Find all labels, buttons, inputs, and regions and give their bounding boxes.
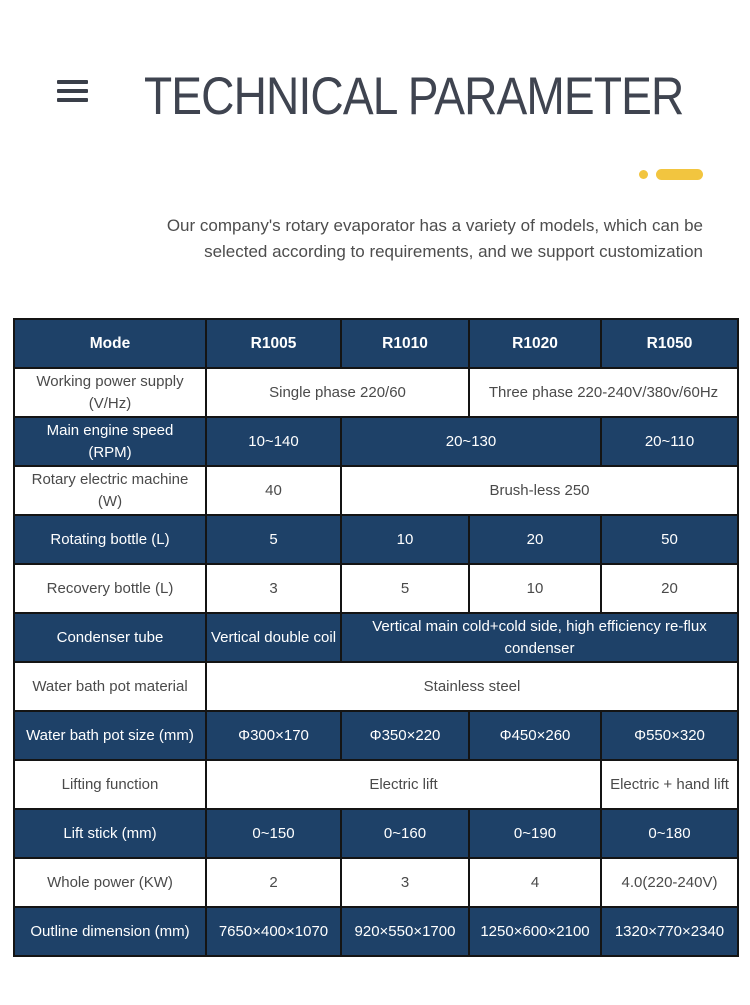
hamburger-bar xyxy=(57,89,88,93)
row-label: Rotary electric machine (W) xyxy=(13,465,207,516)
yellow-dot-accent xyxy=(639,170,648,179)
table-row: Whole power (KW) 2 3 4 4.0(220-240V) xyxy=(13,857,739,908)
subtitle: Our company's rotary evaporator has a va… xyxy=(63,213,703,265)
row-label: Lifting function xyxy=(13,759,207,810)
table-row: Rotating bottle (L) 5 10 20 50 xyxy=(13,514,739,565)
value-cell: 5 xyxy=(340,563,470,614)
value-cell: 1250×600×2100 xyxy=(468,906,602,957)
value-cell: 20 xyxy=(600,563,739,614)
row-label: Rotating bottle (L) xyxy=(13,514,207,565)
value-cell: 20~130 xyxy=(340,416,602,467)
value-cell: Single phase 220/60 xyxy=(205,367,470,418)
value-cell: 10 xyxy=(468,563,602,614)
table-row: Lifting function Electric lift Electric + … xyxy=(13,759,739,810)
value-cell: 40 xyxy=(205,465,342,516)
hamburger-bar xyxy=(57,80,88,84)
hamburger-bar xyxy=(57,98,88,102)
value-cell: 20~110 xyxy=(600,416,739,467)
table-row: Rotary electric machine (W) 40 Brush-less … xyxy=(13,465,739,516)
value-cell: 10~140 xyxy=(205,416,342,467)
hamburger-icon xyxy=(57,80,88,102)
column-header-r1010: R1010 xyxy=(340,318,470,369)
row-label: Working power supply (V/Hz) xyxy=(13,367,207,418)
value-cell: Electric + hand lift xyxy=(600,759,739,810)
value-cell: Brush-less 250 xyxy=(340,465,739,516)
value-cell: Φ300×170 xyxy=(205,710,342,761)
column-header-r1005: R1005 xyxy=(205,318,342,369)
subtitle-line: selected according to requirements, and … xyxy=(204,242,703,261)
value-cell: 4 xyxy=(468,857,602,908)
row-label: Water bath pot material xyxy=(13,661,207,712)
value-cell: 1320×770×2340 xyxy=(600,906,739,957)
value-cell: 10 xyxy=(340,514,470,565)
value-cell: Electric lift xyxy=(205,759,602,810)
column-header-r1020: R1020 xyxy=(468,318,602,369)
yellow-bar-accent xyxy=(656,169,703,180)
value-cell: Three phase 220-240V/380v/60Hz xyxy=(468,367,739,418)
value-cell: 7650×400×1070 xyxy=(205,906,342,957)
table-row: Working power supply (V/Hz) Single phase … xyxy=(13,367,739,418)
value-cell: 0~190 xyxy=(468,808,602,859)
row-label: Whole power (KW) xyxy=(13,857,207,908)
value-cell: 0~160 xyxy=(340,808,470,859)
row-label: Condenser tube xyxy=(13,612,207,663)
value-cell: 3 xyxy=(340,857,470,908)
row-label: Water bath pot size (mm) xyxy=(13,710,207,761)
table-row: Lift stick (mm) 0~150 0~160 0~190 0~180 xyxy=(13,808,739,859)
table-row: Recovery bottle (L) 3 5 10 20 xyxy=(13,563,739,614)
row-label: Lift stick (mm) xyxy=(13,808,207,859)
value-cell: 920×550×1700 xyxy=(340,906,470,957)
value-cell: 0~180 xyxy=(600,808,739,859)
table-row: Outline dimension (mm) 7650×400×1070 920×5… xyxy=(13,906,739,957)
value-cell: 0~150 xyxy=(205,808,342,859)
value-cell: 50 xyxy=(600,514,739,565)
value-cell: Stainless steel xyxy=(205,661,739,712)
value-cell: 5 xyxy=(205,514,342,565)
row-label: Recovery bottle (L) xyxy=(13,563,207,614)
row-label: Main engine speed (RPM) xyxy=(13,416,207,467)
table-row: Water bath pot size (mm) Φ300×170 Φ350×220… xyxy=(13,710,739,761)
value-cell: Φ350×220 xyxy=(340,710,470,761)
value-cell: Φ450×260 xyxy=(468,710,602,761)
value-cell: 20 xyxy=(468,514,602,565)
column-header-mode: Mode xyxy=(13,318,207,369)
value-cell: 4.0(220-240V) xyxy=(600,857,739,908)
value-cell: Vertical main cold+cold side, high effic… xyxy=(340,612,739,663)
page-title: TECHNICAL PARAMETER xyxy=(144,67,684,126)
value-cell: Vertical double coil xyxy=(205,612,342,663)
table-row: Main engine speed (RPM) 10~140 20~130 20~11… xyxy=(13,416,739,467)
value-cell: 3 xyxy=(205,563,342,614)
table-row: Condenser tube Vertical double coil Vertic… xyxy=(13,612,739,663)
technical-parameter-table: Mode R1005 R1010 R1020 R1050 Working power s… xyxy=(13,318,739,957)
table-header-row: Mode R1005 R1010 R1020 R1050 xyxy=(13,318,739,369)
value-cell: Φ550×320 xyxy=(600,710,739,761)
table-row: Water bath pot material Stainless steel xyxy=(13,661,739,712)
value-cell: 2 xyxy=(205,857,342,908)
column-header-r1050: R1050 xyxy=(600,318,739,369)
row-label: Outline dimension (mm) xyxy=(13,906,207,957)
subtitle-line: Our company's rotary evaporator has a va… xyxy=(166,216,703,235)
